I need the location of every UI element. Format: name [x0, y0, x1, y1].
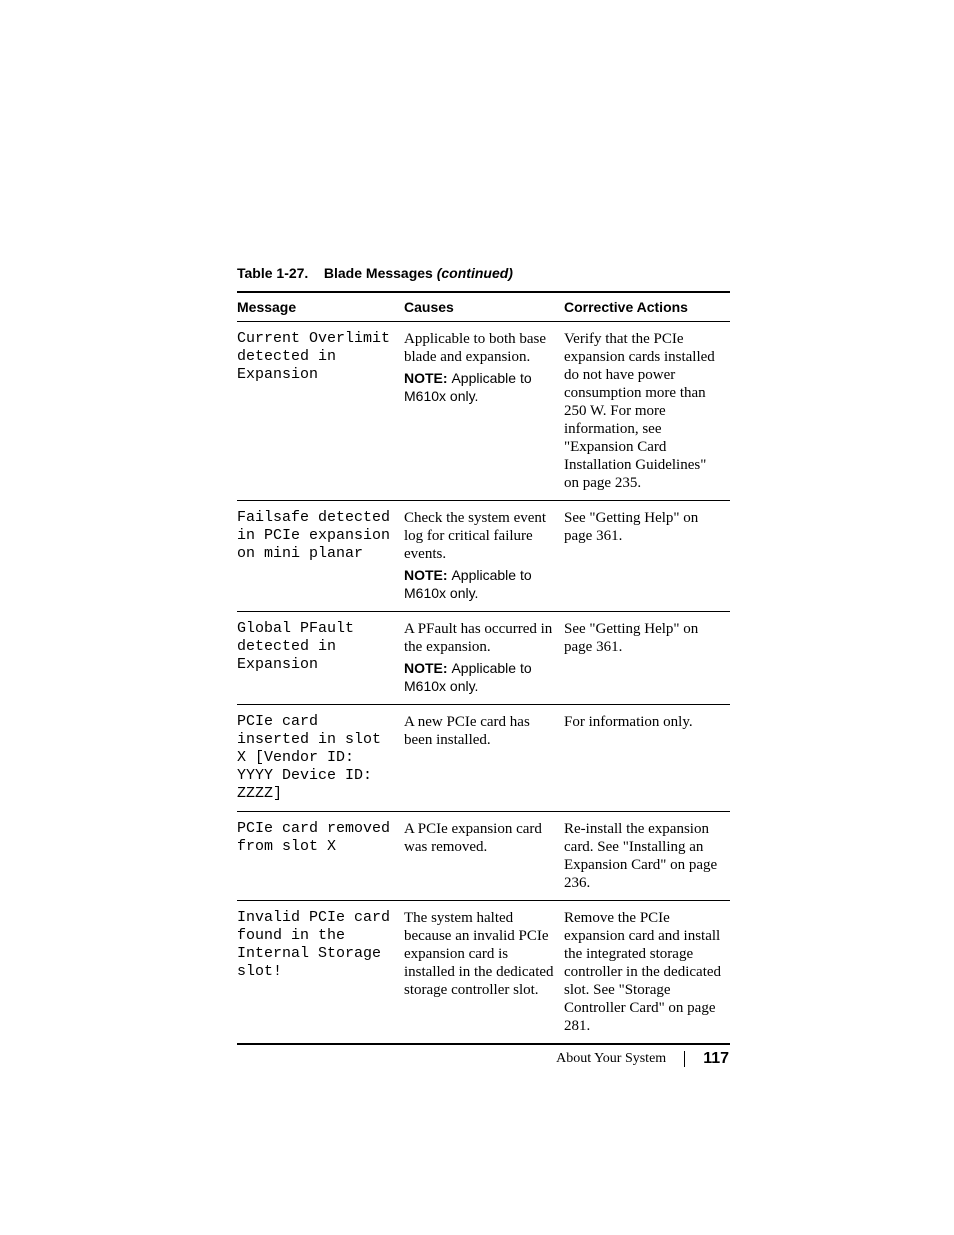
header-causes: Causes — [404, 292, 564, 322]
caption-title: Blade Messages — [324, 265, 437, 281]
cell-action: Verify that the PCIe expansion cards ins… — [564, 322, 730, 501]
table-row: Failsafe detected in PCIe expansion on m… — [237, 501, 730, 612]
cell-causes: A new PCIe card has been installed. — [404, 705, 564, 812]
cause-note: NOTE: Applicable to M610x only. — [404, 660, 558, 696]
cause-text: Check the system event log for critical … — [404, 509, 558, 563]
cause-note: NOTE: Applicable to M610x only. — [404, 370, 558, 406]
blade-messages-table: Message Causes Corrective Actions Curren… — [237, 291, 730, 1045]
caption-continued: (continued) — [437, 265, 513, 281]
note-label: NOTE: — [404, 660, 451, 676]
document-page: Table 1-27. Blade Messages (continued) M… — [0, 0, 954, 1235]
table-header-row: Message Causes Corrective Actions — [237, 292, 730, 322]
note-label: NOTE: — [404, 567, 451, 583]
table-row: Current Overlimit detected in Expansion … — [237, 322, 730, 501]
footer-section: About Your System — [556, 1051, 666, 1067]
cell-message: Invalid PCIe card found in the Internal … — [237, 901, 404, 1045]
table-caption: Table 1-27. Blade Messages (continued) — [237, 265, 729, 281]
cause-note: NOTE: Applicable to M610x only. — [404, 567, 558, 603]
cell-message: Current Overlimit detected in Expansion — [237, 322, 404, 501]
note-label: NOTE: — [404, 370, 451, 386]
footer-page-number: 117 — [703, 1050, 729, 1068]
cause-text: Applicable to both base blade and expans… — [404, 330, 558, 366]
table-row: PCIe card removed from slot X A PCIe exp… — [237, 812, 730, 901]
caption-label: Table 1-27. — [237, 265, 308, 281]
cell-causes: The system halted because an invalid PCI… — [404, 901, 564, 1045]
cause-text: A PFault has occurred in the expansion. — [404, 620, 558, 656]
page-footer: About Your System 117 — [556, 1050, 729, 1068]
cell-causes: Applicable to both base blade and expans… — [404, 322, 564, 501]
cell-message: Global PFault detected in Expansion — [237, 612, 404, 705]
cell-action: Re-install the expansion card. See "Inst… — [564, 812, 730, 901]
cell-action: Remove the PCIe expansion card and insta… — [564, 901, 730, 1045]
table-row: Global PFault detected in Expansion A PF… — [237, 612, 730, 705]
cell-causes: A PCIe expansion card was removed. — [404, 812, 564, 901]
cell-action: See "Getting Help" on page 361. — [564, 501, 730, 612]
cell-action: For information only. — [564, 705, 730, 812]
cell-message: PCIe card inserted in slot X [Vendor ID:… — [237, 705, 404, 812]
header-message: Message — [237, 292, 404, 322]
header-actions: Corrective Actions — [564, 292, 730, 322]
cell-action: See "Getting Help" on page 361. — [564, 612, 730, 705]
table-row: Invalid PCIe card found in the Internal … — [237, 901, 730, 1045]
cell-causes: Check the system event log for critical … — [404, 501, 564, 612]
cell-causes: A PFault has occurred in the expansion. … — [404, 612, 564, 705]
cell-message: PCIe card removed from slot X — [237, 812, 404, 901]
cell-message: Failsafe detected in PCIe expansion on m… — [237, 501, 404, 612]
table-row: PCIe card inserted in slot X [Vendor ID:… — [237, 705, 730, 812]
footer-divider — [684, 1051, 685, 1067]
